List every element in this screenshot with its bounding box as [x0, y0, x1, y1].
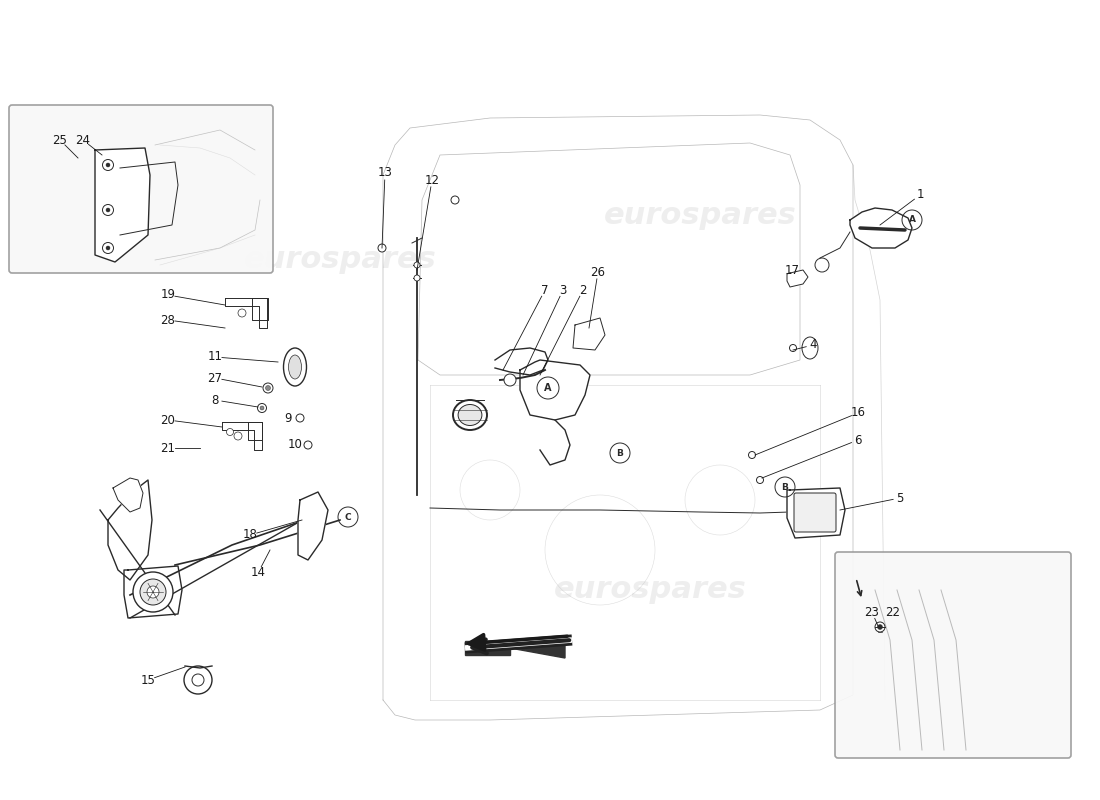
Text: 27: 27: [208, 371, 222, 385]
Text: C: C: [344, 513, 351, 522]
Text: 18: 18: [243, 529, 257, 542]
Text: 23: 23: [865, 606, 879, 618]
Circle shape: [414, 262, 420, 268]
Text: 9: 9: [284, 411, 292, 425]
Text: 16: 16: [850, 406, 866, 419]
Text: 28: 28: [161, 314, 175, 326]
Circle shape: [106, 208, 110, 212]
Text: 11: 11: [208, 350, 222, 363]
Polygon shape: [573, 318, 605, 350]
Text: 15: 15: [141, 674, 155, 686]
FancyBboxPatch shape: [835, 552, 1071, 758]
Circle shape: [263, 383, 273, 393]
Circle shape: [234, 432, 242, 440]
Polygon shape: [298, 492, 328, 560]
Polygon shape: [252, 298, 268, 320]
Circle shape: [106, 163, 110, 167]
Polygon shape: [786, 488, 845, 538]
Circle shape: [102, 205, 113, 215]
Polygon shape: [520, 360, 590, 420]
Polygon shape: [465, 641, 510, 655]
Polygon shape: [124, 566, 182, 618]
Text: eurospares: eurospares: [243, 246, 437, 274]
Ellipse shape: [458, 405, 482, 426]
Circle shape: [140, 579, 166, 605]
Text: 24: 24: [76, 134, 90, 146]
Circle shape: [757, 477, 763, 483]
Text: B: B: [782, 482, 789, 491]
Text: 25: 25: [53, 134, 67, 146]
Circle shape: [378, 244, 386, 252]
FancyBboxPatch shape: [9, 105, 273, 273]
Circle shape: [790, 345, 796, 351]
Text: 6: 6: [855, 434, 861, 446]
Text: eurospares: eurospares: [604, 201, 796, 230]
Ellipse shape: [802, 337, 818, 359]
Circle shape: [878, 625, 882, 630]
FancyArrowPatch shape: [857, 581, 861, 595]
Text: eurospares: eurospares: [553, 575, 747, 605]
Circle shape: [133, 572, 173, 612]
Circle shape: [238, 309, 246, 317]
Circle shape: [102, 159, 113, 170]
Circle shape: [304, 441, 312, 449]
Polygon shape: [510, 638, 565, 658]
Polygon shape: [95, 148, 150, 262]
Text: 2: 2: [580, 283, 586, 297]
Text: 14: 14: [251, 566, 265, 579]
Text: A: A: [909, 215, 915, 225]
Text: 17: 17: [784, 263, 800, 277]
Circle shape: [414, 275, 420, 281]
Ellipse shape: [453, 400, 487, 430]
Text: 4: 4: [810, 338, 816, 351]
Text: 10: 10: [287, 438, 303, 451]
Circle shape: [260, 406, 264, 410]
Text: 21: 21: [161, 442, 176, 454]
Circle shape: [184, 666, 212, 694]
Text: 12: 12: [425, 174, 440, 186]
Circle shape: [147, 586, 160, 598]
Circle shape: [748, 451, 756, 458]
Text: 20: 20: [161, 414, 175, 426]
Text: 22: 22: [886, 606, 901, 618]
Text: 5: 5: [896, 491, 904, 505]
Polygon shape: [222, 422, 262, 450]
Polygon shape: [226, 298, 267, 328]
Text: 7: 7: [541, 283, 549, 297]
Circle shape: [874, 622, 886, 632]
Text: A: A: [544, 383, 552, 393]
FancyBboxPatch shape: [794, 493, 836, 532]
Text: 26: 26: [591, 266, 605, 278]
Text: 1: 1: [916, 189, 924, 202]
Polygon shape: [248, 422, 262, 440]
Polygon shape: [850, 208, 912, 248]
Circle shape: [504, 374, 516, 386]
Polygon shape: [113, 478, 143, 512]
Circle shape: [296, 414, 304, 422]
Polygon shape: [108, 480, 152, 580]
Text: 19: 19: [161, 289, 176, 302]
Circle shape: [106, 246, 110, 250]
Circle shape: [102, 242, 113, 254]
Text: 3: 3: [559, 283, 566, 297]
Circle shape: [451, 196, 459, 204]
Ellipse shape: [284, 348, 307, 386]
Circle shape: [192, 674, 204, 686]
Text: B: B: [617, 449, 624, 458]
Text: 8: 8: [211, 394, 219, 406]
Polygon shape: [786, 270, 808, 287]
Ellipse shape: [288, 355, 301, 379]
Circle shape: [257, 403, 266, 413]
Text: 13: 13: [377, 166, 393, 179]
Circle shape: [227, 429, 233, 435]
Circle shape: [265, 386, 271, 390]
